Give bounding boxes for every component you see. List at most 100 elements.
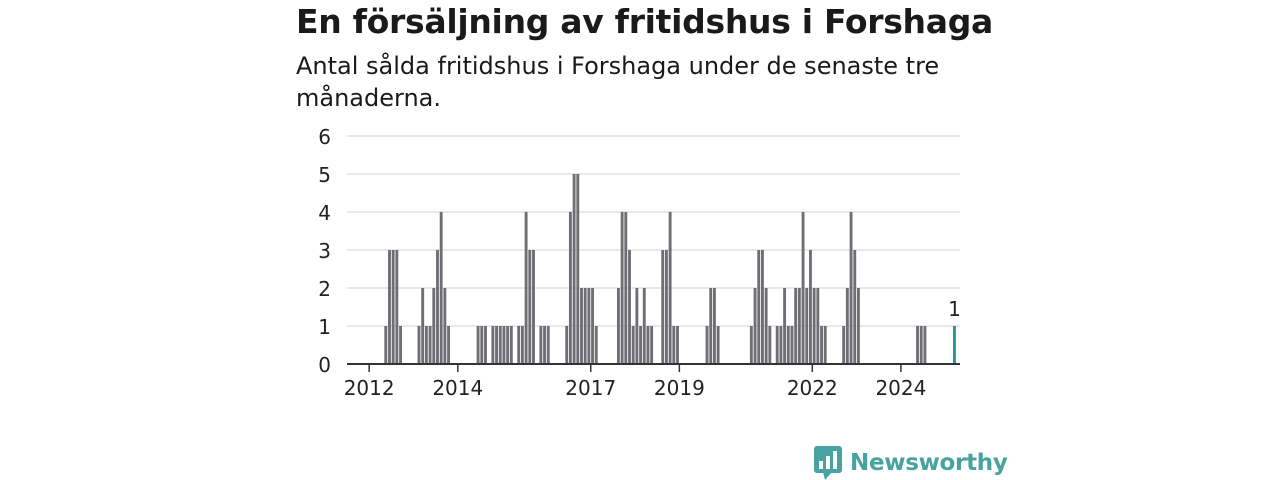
bar: [480, 326, 484, 364]
x-tick-label: 2014: [432, 376, 483, 400]
y-tick-label: 6: [318, 125, 331, 149]
x-tick-label: 2017: [565, 376, 616, 400]
bar: [395, 250, 399, 364]
newsworthy-logo-icon: [814, 446, 842, 480]
bar: [432, 288, 436, 364]
bar: [594, 326, 598, 364]
bar: [517, 326, 521, 364]
bar: [502, 326, 506, 364]
bar: [476, 326, 480, 364]
bars: [384, 174, 956, 364]
bar: [635, 288, 639, 364]
highlight-bar: [953, 326, 956, 364]
bar: [716, 326, 720, 364]
newsworthy-logo[interactable]: Newsworthy: [814, 446, 1008, 480]
bar: [676, 326, 679, 364]
y-axis-ticks: 0 1 2 3 4 5 6: [318, 125, 331, 377]
bar: [424, 326, 428, 364]
bar: [849, 212, 853, 364]
annotations: 1: [948, 297, 961, 321]
bar: [506, 326, 510, 364]
bar: [857, 288, 860, 364]
bar: [384, 326, 388, 364]
bar: [524, 212, 528, 364]
bar: [391, 250, 395, 364]
bar: [572, 174, 576, 364]
bar: [495, 326, 498, 364]
bar: [816, 288, 820, 364]
chart-subtitle: Antal sålda fritidshus i Forshaga under …: [296, 52, 940, 112]
bar: [853, 250, 857, 364]
bar: [628, 250, 631, 364]
bar: [775, 326, 779, 364]
bar: [484, 326, 487, 364]
bar: [820, 326, 823, 364]
bar: [631, 326, 635, 364]
highlight-value-label: 1: [948, 297, 961, 321]
y-tick-label: 2: [318, 277, 331, 301]
x-tick-label: 2012: [344, 376, 395, 400]
bar: [539, 326, 543, 364]
bar: [749, 326, 753, 364]
bar: [764, 288, 768, 364]
bar: [587, 288, 591, 364]
bar: [576, 174, 580, 364]
bar: [757, 250, 761, 364]
bar: [753, 288, 757, 364]
bar: [668, 212, 672, 364]
bar: [509, 326, 513, 364]
bar: [624, 212, 628, 364]
bar: [436, 250, 439, 364]
bar: [642, 288, 646, 364]
bar: [439, 212, 443, 364]
chart-title: En försäljning av fritidshus i Forshaga: [296, 2, 993, 41]
bar: [809, 250, 812, 364]
bar: [520, 326, 524, 364]
y-tick-label: 4: [318, 201, 331, 225]
bar: [768, 326, 772, 364]
bar: [919, 326, 923, 364]
bar: [568, 212, 572, 364]
x-tick-label: 2024: [875, 376, 926, 400]
bar: [786, 326, 790, 364]
y-tick-label: 3: [318, 239, 331, 263]
newsworthy-logo-text: Newsworthy: [850, 450, 1008, 476]
bar: [790, 326, 794, 364]
grid-lines: [347, 135, 960, 327]
bar: [672, 326, 676, 364]
bar: [842, 326, 846, 364]
y-tick-label: 5: [318, 163, 331, 187]
bar: [794, 288, 798, 364]
bar: [421, 288, 425, 364]
x-tick-label: 2022: [787, 376, 838, 400]
bar: [417, 326, 421, 364]
bar: [845, 288, 849, 364]
bar: [923, 326, 927, 364]
bar: [447, 326, 450, 364]
bar: [388, 250, 391, 364]
bar: [498, 326, 502, 364]
bar: [661, 250, 665, 364]
x-axis: 2012 2014 2017 2019 2022 2024: [344, 363, 960, 400]
bar: [779, 326, 783, 364]
bar: [783, 288, 787, 364]
bar: [646, 326, 650, 364]
bar: [712, 288, 716, 364]
bar: [543, 326, 546, 364]
bar: [761, 250, 764, 364]
y-tick-label: 0: [318, 353, 331, 377]
bar: [428, 326, 432, 364]
x-tick-label: 2019: [654, 376, 705, 400]
bar: [583, 288, 587, 364]
bar: [532, 250, 535, 364]
bar: [916, 326, 919, 364]
bar: [664, 250, 668, 364]
bar: [823, 326, 827, 364]
bar: [705, 326, 709, 364]
bar: [528, 250, 532, 364]
bar: [580, 288, 583, 364]
bar: [805, 288, 809, 364]
bar: [650, 326, 654, 364]
bar: [565, 326, 569, 364]
